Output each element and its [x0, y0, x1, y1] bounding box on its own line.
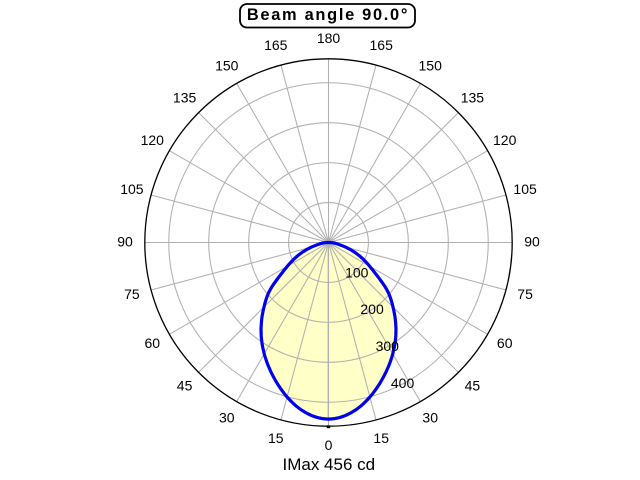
svg-text:105: 105 — [120, 181, 144, 197]
svg-text:150: 150 — [215, 57, 239, 73]
svg-text:15: 15 — [373, 430, 389, 446]
svg-text:165: 165 — [264, 37, 288, 53]
svg-text:Beam angle 90.0°: Beam angle 90.0° — [247, 6, 409, 24]
svg-text:100: 100 — [345, 264, 369, 280]
svg-text:120: 120 — [141, 132, 165, 148]
svg-text:105: 105 — [513, 181, 537, 197]
svg-text:60: 60 — [145, 335, 161, 351]
svg-text:30: 30 — [219, 410, 235, 426]
svg-text:15: 15 — [268, 430, 284, 446]
svg-text:400: 400 — [391, 375, 415, 391]
svg-text:165: 165 — [370, 37, 394, 53]
svg-text:150: 150 — [419, 57, 443, 73]
svg-text:120: 120 — [493, 132, 517, 148]
svg-text:135: 135 — [173, 90, 197, 106]
svg-text:60: 60 — [497, 335, 513, 351]
svg-text:IMax 456 cd: IMax 456 cd — [282, 455, 375, 474]
svg-text:0: 0 — [325, 437, 333, 453]
svg-text:45: 45 — [177, 377, 193, 393]
svg-text:200: 200 — [360, 301, 384, 317]
svg-text:300: 300 — [376, 338, 400, 354]
svg-text:30: 30 — [422, 410, 438, 426]
svg-text:90: 90 — [524, 234, 540, 250]
svg-text:75: 75 — [517, 286, 533, 302]
svg-text:180: 180 — [317, 30, 341, 46]
svg-text:90: 90 — [117, 234, 133, 250]
svg-text:45: 45 — [465, 377, 481, 393]
svg-text:135: 135 — [461, 90, 485, 106]
svg-text:75: 75 — [124, 286, 140, 302]
